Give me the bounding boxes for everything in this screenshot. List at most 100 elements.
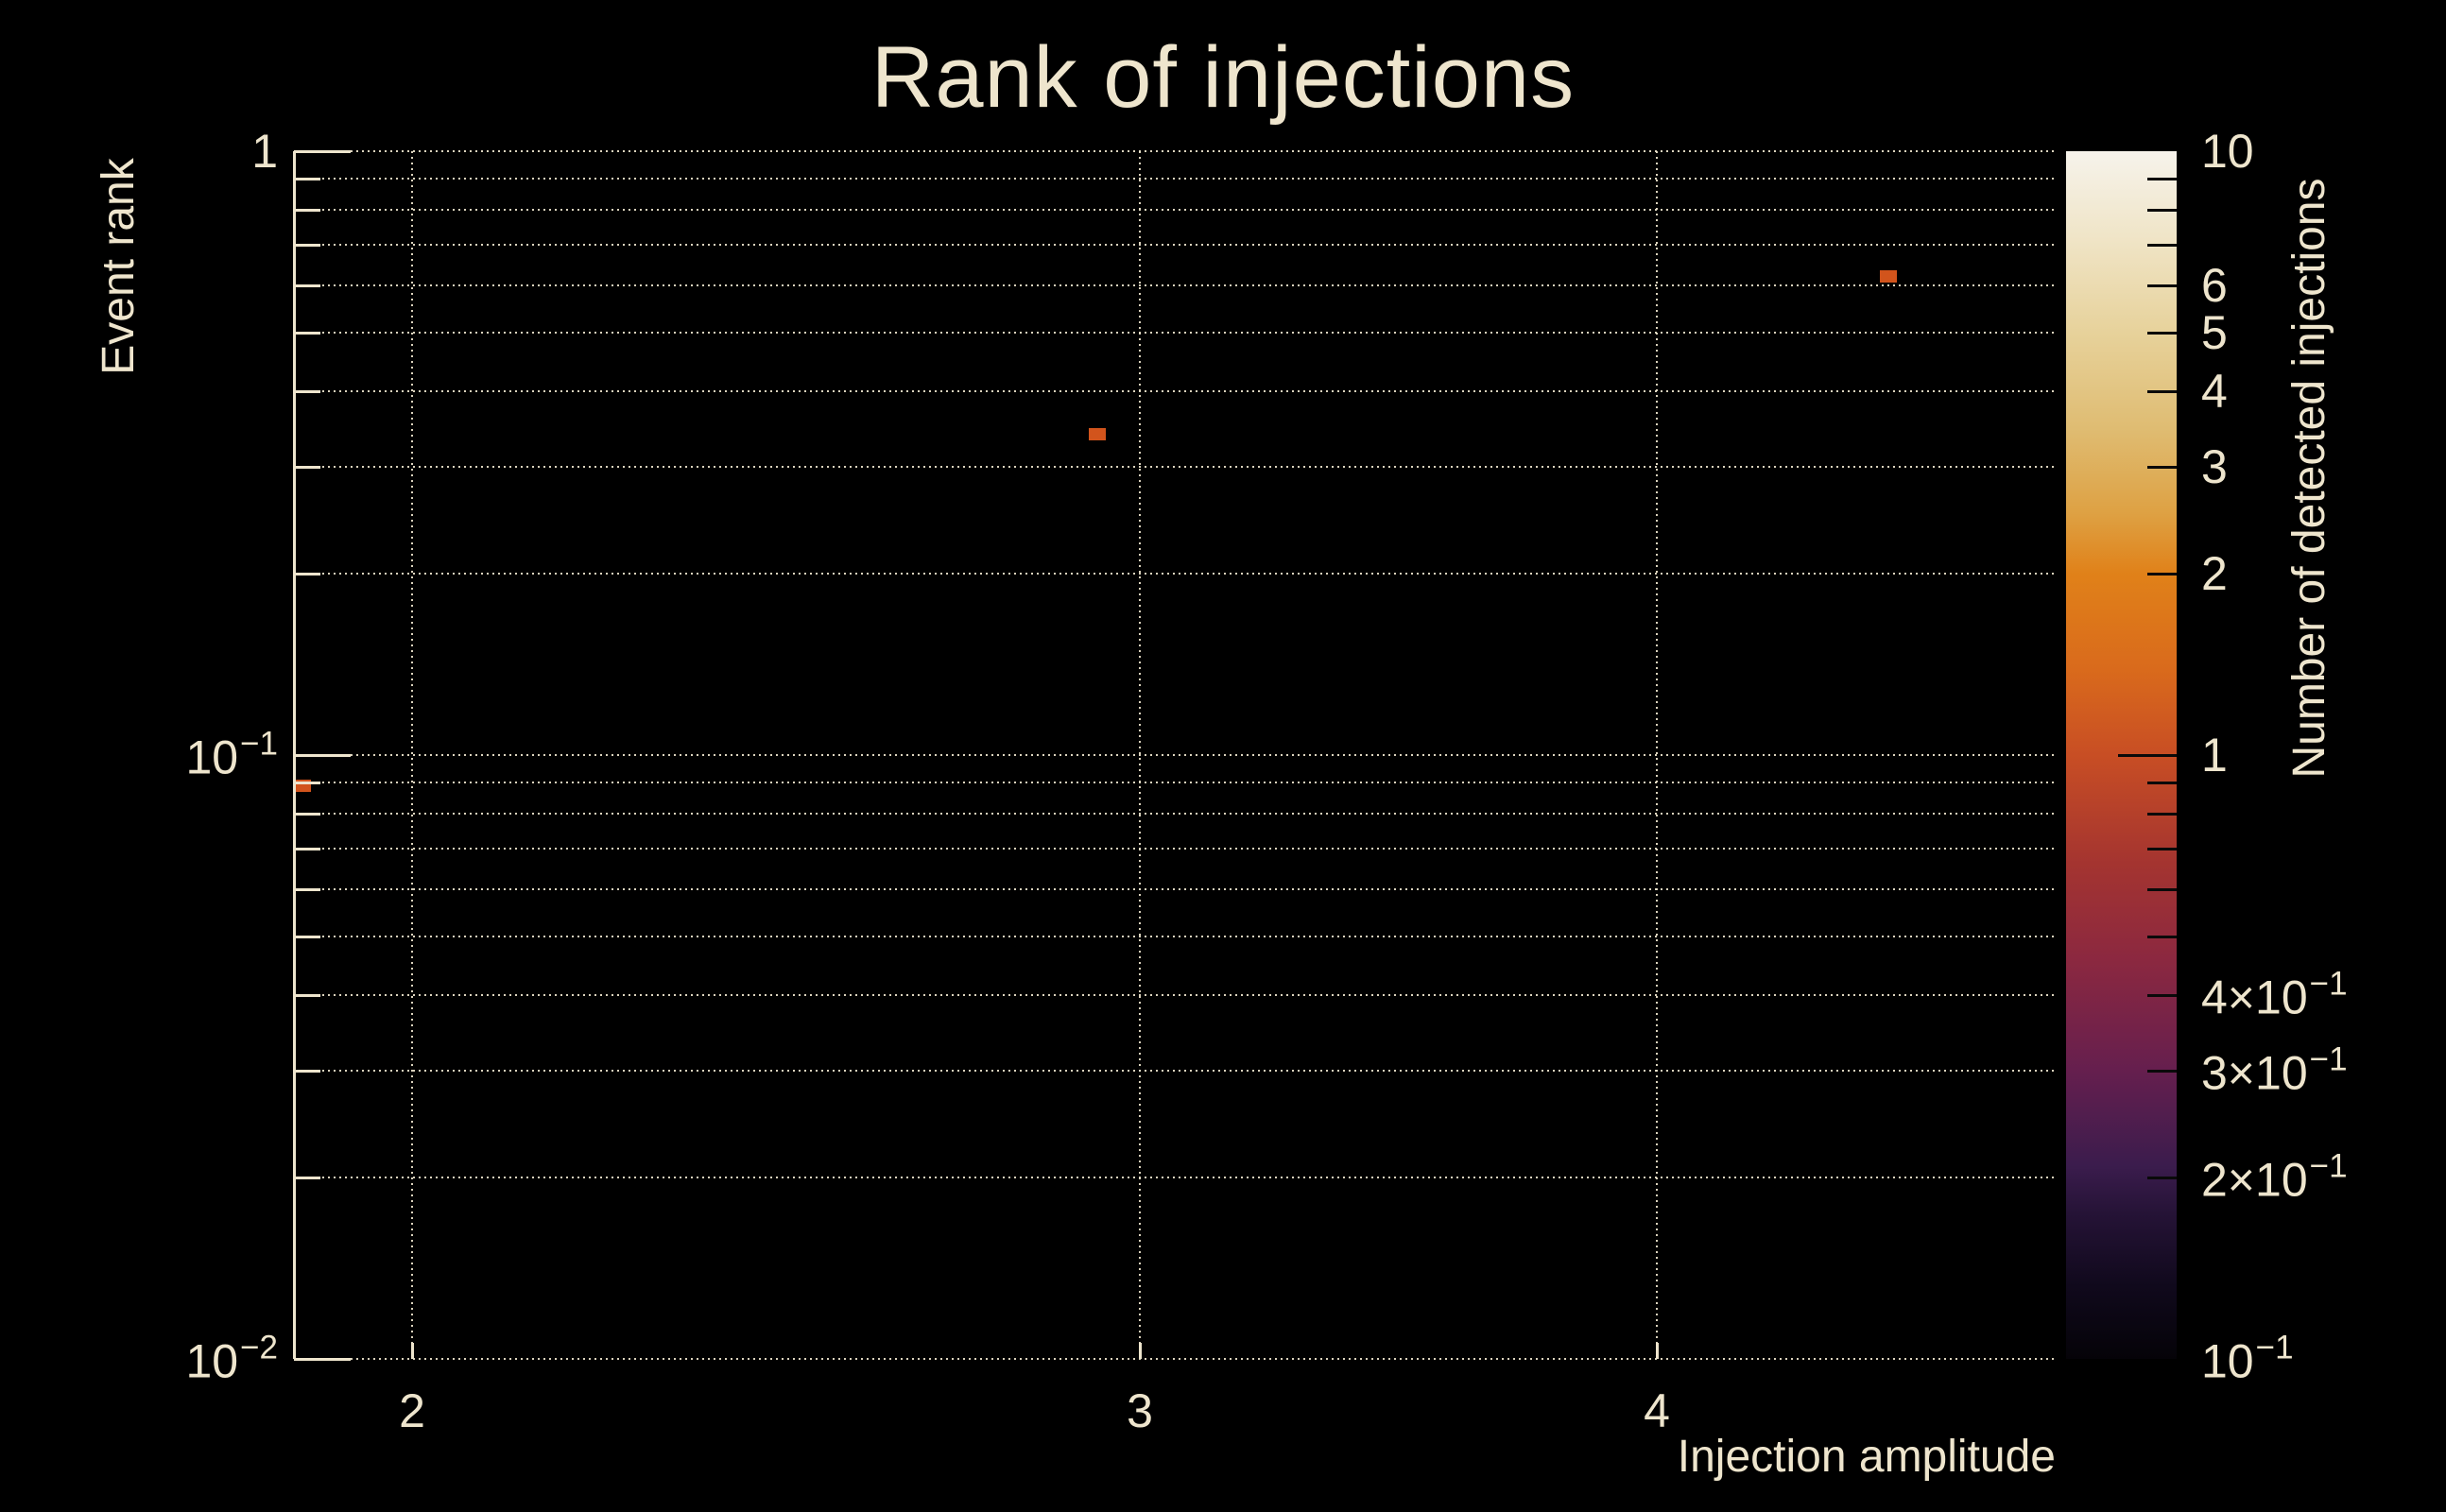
colorbar-minor-tick [2147, 244, 2177, 247]
colorbar-minor-tick [2147, 848, 2177, 850]
tick-label-exponent: −1 [2309, 1147, 2348, 1185]
y-minor-tick [294, 332, 320, 335]
tick-label-text: 10 [185, 1334, 239, 1388]
tick-label-text: 3 [1127, 1384, 1153, 1437]
tick-label-text: 4 [2201, 365, 2228, 418]
y-major-tick [294, 150, 351, 153]
colorbar-minor-tick [2147, 1070, 2177, 1073]
colorbar-tick-label: 2×10−1 [2201, 1150, 2348, 1207]
colorbar-tick-label: 3×10−1 [2201, 1043, 2348, 1096]
tick-label-text: 1 [2201, 729, 2228, 782]
y-minor-gridline [294, 1070, 2056, 1072]
y-tick-label: 10−2 [0, 1329, 278, 1388]
colorbar-minor-tick [2147, 209, 2177, 212]
tick-label-text: 2×10 [2201, 1153, 2308, 1207]
tick-label-exponent: −1 [2255, 1329, 2294, 1366]
colorbar-tick-label: 5 [2201, 309, 2228, 356]
colorbar-tick-label: 6 [2201, 262, 2228, 309]
colorbar-minor-tick [2147, 936, 2177, 938]
colorbar-tick-label: 1 [2201, 731, 2228, 779]
y-minor-tick [294, 888, 320, 891]
x-major-gridline [1656, 151, 1658, 1359]
y-minor-gridline [294, 244, 2056, 246]
colorbar-minor-tick [2147, 466, 2177, 469]
tick-label-text: 4×10 [2201, 971, 2308, 1024]
x-major-tick [1656, 1343, 1659, 1359]
y-minor-tick [294, 284, 320, 287]
y-major-gridline [294, 150, 2056, 152]
y-minor-tick [294, 390, 320, 393]
tick-label-text: 10 [2201, 125, 2254, 178]
colorbar-minor-tick [2147, 284, 2177, 287]
x-major-gridline [1139, 151, 1141, 1359]
y-minor-gridline [294, 332, 2056, 334]
x-major-gridline [411, 151, 413, 1359]
tick-label-text: 3 [2201, 440, 2228, 493]
colorbar-minor-tick [2147, 782, 2177, 784]
colorbar-minor-tick [2147, 1177, 2177, 1179]
colorbar-minor-tick [2147, 178, 2177, 180]
y-minor-gridline [294, 284, 2056, 286]
colorbar-minor-tick [2147, 888, 2177, 891]
data-point-marker [1089, 427, 1107, 440]
y-major-gridline [294, 754, 2056, 756]
tick-label-text: 5 [2201, 306, 2228, 359]
x-tick-label: 3 [1127, 1387, 1153, 1435]
y-minor-gridline [294, 888, 2056, 890]
y-tick-label: 10−1 [0, 728, 278, 784]
colorbar-minor-tick [2147, 332, 2177, 335]
y-minor-gridline [294, 782, 2056, 783]
y-minor-tick [294, 178, 320, 180]
colorbar-label: Number of detected injections [2284, 178, 2334, 779]
colorbar-tick-label: 3 [2201, 443, 2228, 490]
y-minor-tick [294, 244, 320, 247]
y-minor-gridline [294, 390, 2056, 392]
colorbar-minor-tick [2147, 573, 2177, 576]
y-minor-tick [294, 813, 320, 816]
tick-label-text: 2 [2201, 547, 2228, 600]
y-major-tick [294, 1358, 351, 1361]
y-minor-gridline [294, 1177, 2056, 1178]
x-tick-label: 4 [1644, 1387, 1670, 1435]
tick-label-text: 1 [251, 125, 278, 178]
y-minor-gridline [294, 994, 2056, 996]
y-minor-gridline [294, 209, 2056, 211]
y-axis-label: Event rank [94, 158, 144, 375]
y-minor-gridline [294, 936, 2056, 937]
tick-label-exponent: −1 [2309, 965, 2348, 1003]
y-minor-tick [294, 1070, 320, 1073]
x-major-tick [411, 1343, 414, 1359]
y-minor-tick [294, 466, 320, 469]
y-minor-tick [294, 848, 320, 850]
colorbar-tick-label: 4 [2201, 368, 2228, 415]
colorbar-minor-tick [2147, 813, 2177, 816]
data-point-marker [1879, 270, 1897, 284]
y-minor-tick [294, 782, 320, 784]
colorbar-tick-label: 10 [2201, 128, 2254, 175]
y-minor-gridline [294, 813, 2056, 815]
tick-label-text: 6 [2201, 259, 2228, 312]
y-minor-gridline [294, 466, 2056, 468]
y-major-tick [294, 754, 351, 757]
y-minor-gridline [294, 848, 2056, 850]
tick-label-exponent: −1 [2309, 1040, 2348, 1078]
y-minor-gridline [294, 178, 2056, 180]
x-tick-label: 2 [399, 1387, 425, 1435]
colorbar-minor-tick [2147, 994, 2177, 997]
tick-label-text: 10 [185, 730, 239, 784]
y-minor-tick [294, 994, 320, 997]
tick-label-exponent: −1 [240, 725, 278, 763]
tick-label-text: 2 [399, 1384, 425, 1437]
y-minor-gridline [294, 573, 2056, 575]
tick-label-text: 4 [1644, 1384, 1670, 1437]
y-major-gridline [294, 1358, 2056, 1360]
y-minor-tick [294, 936, 320, 938]
y-minor-tick [294, 573, 320, 576]
x-axis-label: Injection amplitude [1677, 1432, 2056, 1482]
tick-label-exponent: −2 [240, 1329, 278, 1366]
colorbar-tick-label: 10−1 [2201, 1329, 2294, 1384]
chart-title: Rank of injections [870, 29, 1576, 126]
y-minor-tick [294, 1177, 320, 1179]
colorbar-minor-tick [2147, 390, 2177, 393]
